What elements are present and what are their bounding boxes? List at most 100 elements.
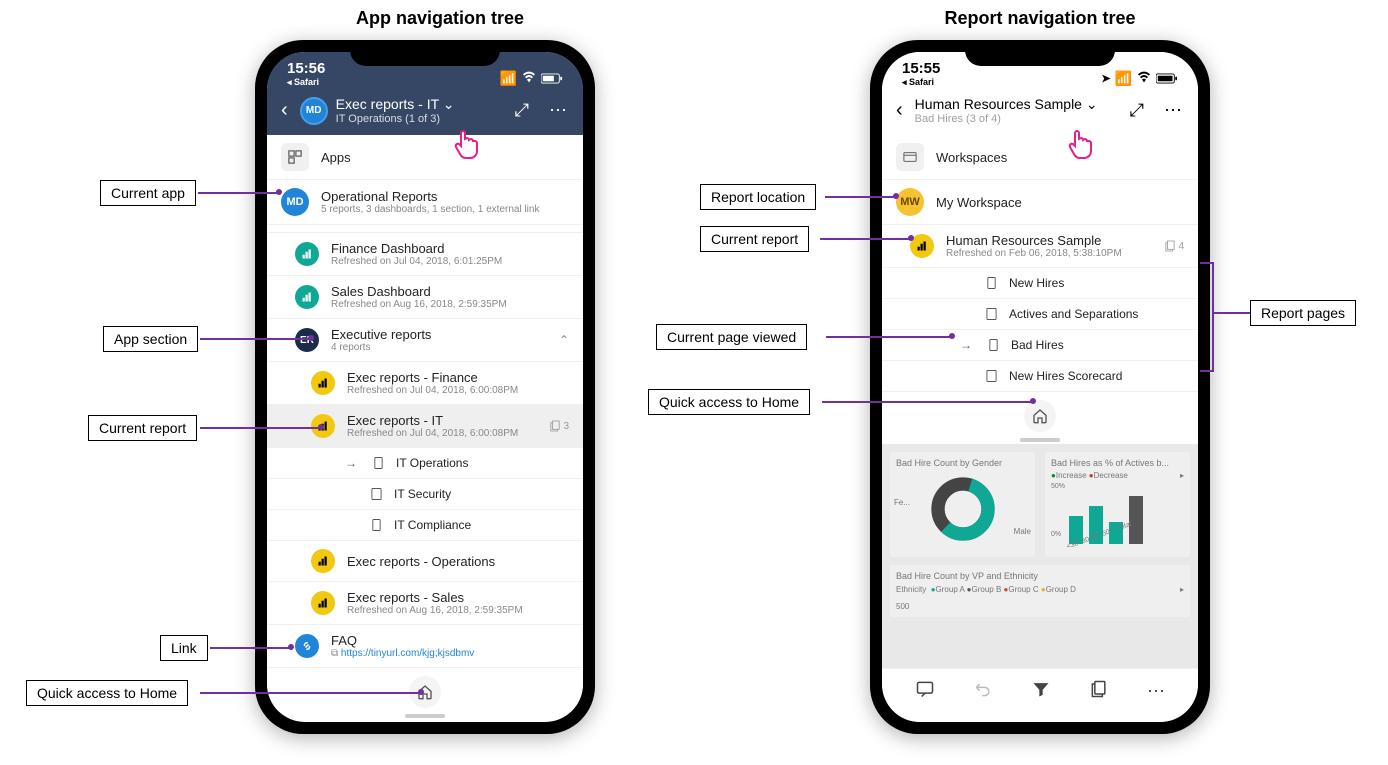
- phone-right: 15:55 ◂ Safari ➤ 📶 ‹ Human Resources Sam…: [870, 40, 1210, 734]
- header-title-dropdown[interactable]: Exec reports - IT ⌄ IT Operations (1 of …: [336, 96, 501, 125]
- location-icon: ➤: [1101, 72, 1110, 85]
- notch: [350, 40, 500, 66]
- donut-chart: [928, 474, 998, 544]
- home-button[interactable]: [1024, 400, 1056, 432]
- header-title: Exec reports - IT ⌄: [336, 96, 501, 113]
- report-subtitle: Refreshed on Aug 16, 2018, 2:59:35PM: [347, 605, 569, 616]
- section-title: Executive reports: [331, 327, 547, 342]
- right-title: Report navigation tree: [900, 8, 1180, 29]
- callout-home-left: Quick access to Home: [26, 680, 188, 706]
- report-title: Exec reports - Operations: [347, 554, 569, 569]
- report-title: Exec reports - IT: [347, 413, 538, 428]
- back-button[interactable]: ‹: [892, 99, 907, 122]
- drag-handle[interactable]: [1020, 438, 1060, 442]
- drag-handle[interactable]: [405, 714, 445, 718]
- workspaces-root[interactable]: Workspaces: [882, 135, 1198, 180]
- donut-label-male: Male: [1014, 527, 1031, 536]
- phone-left-screen: 15:56 ◂ Safari 📶 ‹ MD Exec reports - IT …: [267, 52, 583, 722]
- signal-icon: 📶: [500, 70, 517, 87]
- expand-icon[interactable]: ⤢: [509, 100, 535, 121]
- callout-report-pages: Report pages: [1250, 300, 1356, 326]
- workspace-title: My Workspace: [936, 195, 1184, 210]
- status-icons: 📶: [500, 69, 563, 88]
- report-row[interactable]: Exec reports - Sales Refreshed on Aug 16…: [267, 582, 583, 625]
- battery-icon: [541, 71, 563, 87]
- callout-current-page: Current page viewed: [656, 324, 807, 350]
- page-count: 4: [1165, 240, 1184, 252]
- y-tick: 500: [896, 602, 1184, 611]
- expand-icon[interactable]: ⤢: [1124, 100, 1150, 121]
- wifi-icon: [1136, 69, 1152, 88]
- home-bar: [267, 668, 583, 712]
- home-bar: [882, 392, 1198, 436]
- header-subtitle: IT Operations (1 of 3): [336, 113, 501, 125]
- page-row[interactable]: → IT Operations: [267, 448, 583, 479]
- page-count: 3: [550, 420, 569, 432]
- more-icon[interactable]: ⋯: [1147, 681, 1165, 702]
- page-mobile-icon: [373, 456, 384, 470]
- back-button[interactable]: ‹: [277, 99, 292, 122]
- bottom-toolbar: ⋯: [882, 668, 1198, 722]
- undo-icon[interactable]: [973, 679, 993, 704]
- report-subtitle: Refreshed on Jul 04, 2018, 6:00:08PM: [347, 428, 538, 439]
- more-icon[interactable]: ⋯: [543, 100, 573, 121]
- my-workspace-row[interactable]: MW My Workspace: [882, 180, 1198, 225]
- wifi-icon: [521, 69, 537, 88]
- apps-root[interactable]: Apps: [267, 135, 583, 180]
- apps-icon: [281, 143, 309, 171]
- page-label: Bad Hires: [1011, 338, 1064, 352]
- section-row[interactable]: ER Executive reports 4 reports ⌃: [267, 319, 583, 362]
- apps-label: Apps: [321, 150, 569, 165]
- link-row[interactable]: FAQ ⧉ https://tinyurl.com/kjg;kjsdbmv: [267, 625, 583, 668]
- page-row[interactable]: IT Compliance: [267, 510, 583, 541]
- page-row[interactable]: New Hires: [882, 268, 1198, 299]
- preview-tile-bars: Bad Hires as % of Actives b... ●Increase…: [1045, 452, 1190, 557]
- section-subtitle: 4 reports: [331, 342, 547, 353]
- tile-title: Bad Hire Count by Gender: [896, 458, 1029, 468]
- collapse-icon[interactable]: ⌃: [559, 333, 569, 347]
- app-subtitle: 5 reports, 3 dashboards, 1 section, 1 ex…: [321, 204, 569, 215]
- callout-link: Link: [160, 635, 208, 661]
- header-avatar: MD: [300, 97, 328, 125]
- dashboard-icon: [295, 242, 319, 266]
- status-safari-link[interactable]: ◂ Safari: [287, 77, 325, 88]
- current-report-row[interactable]: Human Resources Sample Refreshed on Feb …: [882, 225, 1198, 268]
- copy-icon[interactable]: [1089, 679, 1109, 704]
- tile-legend: ●Increase ●Decrease ▸: [1051, 471, 1184, 480]
- tile-title: Bad Hire Count by VP and Ethnicity: [896, 571, 1184, 581]
- phone-left: 15:56 ◂ Safari 📶 ‹ MD Exec reports - IT …: [255, 40, 595, 734]
- dashboard-row[interactable]: Sales Dashboard Refreshed on Aug 16, 201…: [267, 276, 583, 319]
- dashboard-subtitle: Refreshed on Aug 16, 2018, 2:59:35PM: [331, 299, 569, 310]
- more-icon[interactable]: ⋯: [1158, 100, 1188, 121]
- filter-icon[interactable]: [1031, 679, 1051, 704]
- battery-icon: [1156, 71, 1178, 87]
- page-icon: [986, 307, 997, 321]
- status-time: 15:55: [902, 60, 940, 77]
- report-row[interactable]: Exec reports - Finance Refreshed on Jul …: [267, 362, 583, 405]
- dashboard-subtitle: Refreshed on Jul 04, 2018, 6:01:25PM: [331, 256, 569, 267]
- app-title: Operational Reports: [321, 189, 569, 204]
- page-row[interactable]: IT Security: [267, 479, 583, 510]
- workspaces-label: Workspaces: [936, 150, 1184, 165]
- page-row[interactable]: → Bad Hires: [882, 330, 1198, 361]
- status-safari-link[interactable]: ◂ Safari: [902, 77, 940, 88]
- page-label: New Hires: [1009, 276, 1064, 290]
- signal-icon: 📶: [1115, 70, 1132, 87]
- page-row[interactable]: Actives and Separations: [882, 299, 1198, 330]
- page-label: IT Operations: [396, 456, 468, 470]
- app-header: ‹ MD Exec reports - IT ⌄ IT Operations (…: [267, 90, 583, 135]
- section-avatar: ER: [295, 328, 319, 352]
- preview-tile-ethnicity: Bad Hire Count by VP and Ethnicity Ethni…: [890, 565, 1190, 617]
- report-row[interactable]: Exec reports - Operations: [267, 541, 583, 582]
- workspaces-icon: [896, 143, 924, 171]
- page-row[interactable]: New Hires Scorecard: [882, 361, 1198, 392]
- current-app-row[interactable]: MD Operational Reports 5 reports, 3 dash…: [267, 180, 583, 225]
- header-title: Human Resources Sample ⌄: [915, 96, 1116, 113]
- report-icon: [311, 549, 335, 573]
- comment-icon[interactable]: [915, 679, 935, 704]
- dashboard-icon: [295, 285, 319, 309]
- dashboard-row[interactable]: Finance Dashboard Refreshed on Jul 04, 2…: [267, 233, 583, 276]
- report-header: ‹ Human Resources Sample ⌄ Bad Hires (3 …: [882, 90, 1198, 135]
- header-title-dropdown[interactable]: Human Resources Sample ⌄ Bad Hires (3 of…: [915, 96, 1116, 125]
- page-label: New Hires Scorecard: [1009, 369, 1122, 383]
